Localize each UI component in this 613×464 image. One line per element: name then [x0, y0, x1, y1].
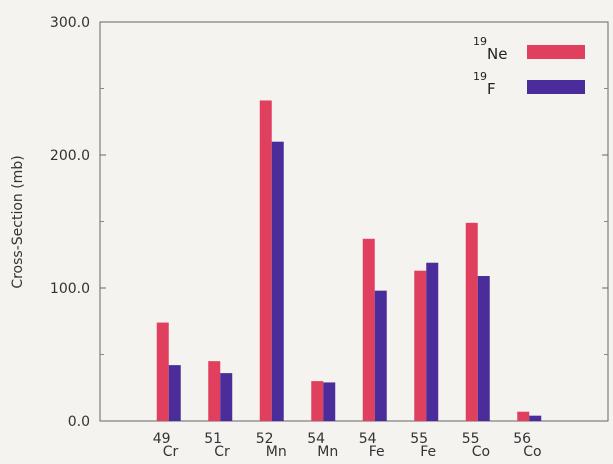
y-tick-label: 0.0	[68, 414, 90, 430]
bars	[156, 100, 542, 421]
bar-ne-2	[259, 100, 272, 421]
bar-f-3	[323, 382, 336, 421]
x-label-element: Fe	[420, 444, 436, 460]
bar-f-7	[529, 415, 542, 421]
x-label-mass: 54	[307, 431, 325, 447]
x-label-mass: 56	[513, 431, 531, 447]
x-label-element: Co	[472, 444, 490, 460]
bar-f-6	[477, 276, 490, 421]
legend-swatch	[527, 80, 585, 94]
legend-swatch	[527, 45, 585, 59]
bar-ne-6	[465, 222, 478, 421]
x-label-mass: 49	[153, 431, 171, 447]
legend-mass-number: 19	[473, 70, 487, 83]
x-label-mass: 54	[359, 431, 377, 447]
bar-f-2	[271, 141, 284, 421]
bar-ne-4	[362, 238, 375, 421]
legend-label: F	[487, 80, 496, 98]
y-tick-label: 300.0	[50, 15, 90, 31]
x-label-mass: 55	[410, 431, 428, 447]
x-label-element: Co	[523, 444, 541, 460]
y-axis-title: Cross-Section (mb)	[10, 155, 26, 288]
bar-ne-7	[517, 411, 530, 421]
x-label-element: Mn	[317, 444, 338, 460]
x-label-element: Cr	[214, 444, 230, 460]
y-tick-label: 200.0	[50, 148, 90, 164]
bar-ne-1	[208, 361, 221, 421]
x-label-element: Cr	[163, 444, 179, 460]
bar-ne-3	[311, 381, 324, 421]
y-axis: 0.0 100.0 200.0 300.0	[50, 15, 608, 430]
x-label-element: Fe	[369, 444, 385, 460]
bar-f-1	[220, 373, 233, 421]
bar-ne-5	[414, 270, 427, 421]
x-label-element: Mn	[266, 444, 287, 460]
bar-f-0	[168, 365, 181, 421]
bar-f-5	[426, 262, 439, 421]
x-label-mass: 52	[256, 431, 274, 447]
x-label-mass: 51	[204, 431, 222, 447]
y-tick-label: 100.0	[50, 281, 90, 297]
x-label-mass: 55	[462, 431, 480, 447]
legend-mass-number: 19	[473, 35, 487, 48]
bar-ne-0	[156, 322, 169, 421]
legend-label: Ne	[487, 45, 507, 63]
bar-f-4	[374, 290, 387, 421]
